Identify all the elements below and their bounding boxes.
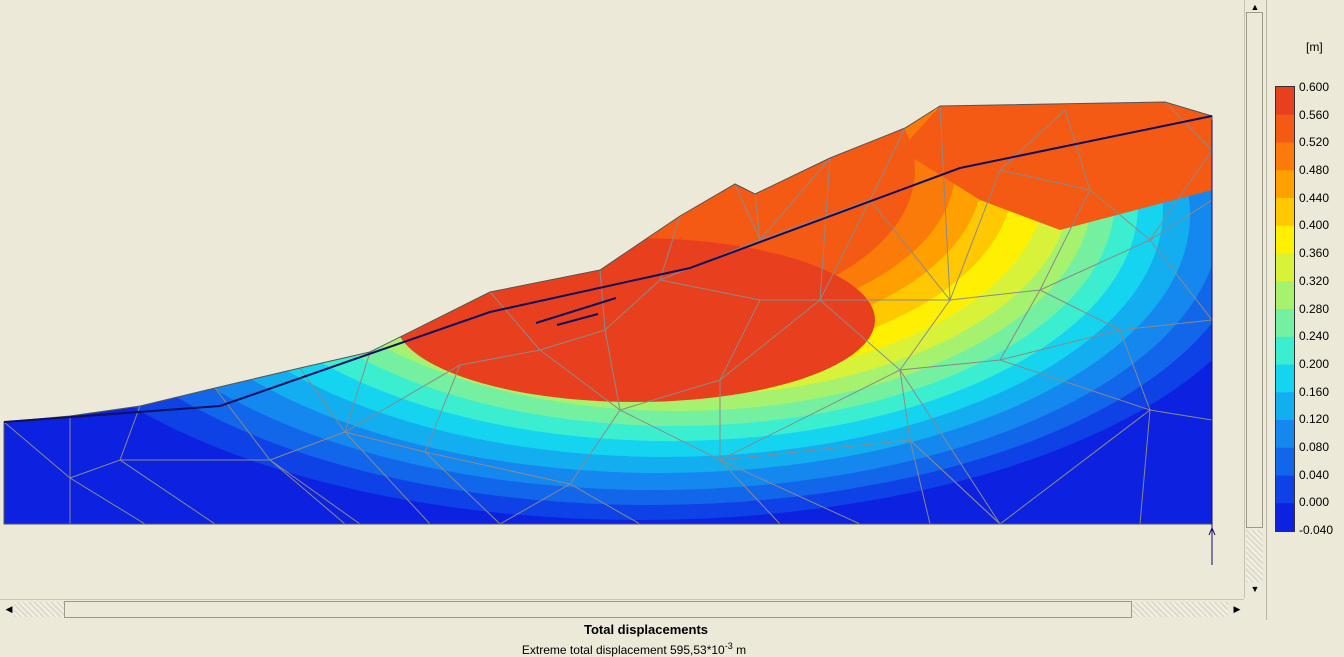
legend-swatch bbox=[1276, 225, 1294, 254]
caption-subtitle: Extreme total displacement 595,53*10-3 m bbox=[0, 641, 1268, 657]
legend-tick-label: 0.160 bbox=[1299, 384, 1330, 399]
legend-tick-label: 0.240 bbox=[1299, 329, 1330, 344]
legend-tick-label: 0.040 bbox=[1299, 467, 1330, 482]
legend-tick-label: 0.000 bbox=[1299, 495, 1330, 510]
arrow-right-icon[interactable]: ▶ bbox=[1233, 604, 1241, 614]
boundary-fixities bbox=[1208, 120, 1216, 565]
fe-mesh bbox=[4, 102, 1212, 524]
horizontal-scroll-thumb[interactable] bbox=[64, 601, 1132, 618]
caption-title: Total displacements bbox=[583, 622, 708, 637]
legend-tick-label: 0.200 bbox=[1299, 356, 1330, 371]
legend-tick-label: 0.440 bbox=[1299, 190, 1330, 205]
legend-tick-label: 0.400 bbox=[1299, 218, 1330, 233]
legend-swatch bbox=[1276, 420, 1294, 449]
vertical-scroll-thumb[interactable] bbox=[1246, 12, 1263, 528]
legend-swatch bbox=[1276, 87, 1294, 116]
legend-border bbox=[1275, 86, 1295, 532]
legend-swatch bbox=[1276, 114, 1294, 143]
caption-exponent: -3 bbox=[724, 641, 733, 651]
vertical-scrollbar[interactable]: ▲ ▼ bbox=[1244, 0, 1265, 598]
legend-tick-label: 0.120 bbox=[1299, 412, 1330, 427]
legend-swatch bbox=[1276, 447, 1294, 476]
legend-swatch bbox=[1276, 253, 1294, 282]
anchor-1 bbox=[535, 297, 617, 324]
legend-tick-label: 0.520 bbox=[1299, 135, 1330, 150]
anchor-2 bbox=[556, 313, 599, 326]
displacement-contour-plot bbox=[3, 101, 1216, 565]
arrow-up-icon[interactable]: ▲ bbox=[1250, 2, 1260, 12]
legend-unit: [m] bbox=[1306, 40, 1323, 54]
legend-tick-label: 0.080 bbox=[1299, 439, 1330, 454]
legend-swatch bbox=[1276, 281, 1294, 310]
legend-swatch bbox=[1276, 142, 1294, 171]
caption-subtitle-text: Extreme total displacement 595,53*10 bbox=[521, 643, 725, 657]
caption-unit: m bbox=[732, 643, 747, 657]
legend-tick-label: 0.360 bbox=[1299, 246, 1330, 261]
legend-swatch bbox=[1276, 503, 1294, 532]
legend-swatch bbox=[1276, 392, 1294, 421]
contour-bands bbox=[4, 102, 1212, 524]
legend-swatch bbox=[1276, 170, 1294, 199]
arrow-down-icon[interactable]: ▼ bbox=[1250, 584, 1260, 594]
legend-swatch bbox=[1276, 475, 1294, 504]
horizontal-scroll-track-right[interactable] bbox=[1132, 602, 1228, 617]
legend-tick-label: -0.040 bbox=[1299, 523, 1334, 537]
legend-swatch bbox=[1276, 309, 1294, 338]
legend-color-bar bbox=[1275, 86, 1295, 532]
legend-swatch bbox=[1276, 336, 1294, 365]
arrow-left-icon[interactable]: ◀ bbox=[5, 604, 13, 614]
legend-swatch bbox=[1276, 198, 1294, 227]
horizontal-scrollbar[interactable]: ◀ ▶ bbox=[0, 599, 1244, 619]
legend-tick-label: 0.560 bbox=[1299, 107, 1330, 122]
legend-tick-label: 0.600 bbox=[1299, 80, 1330, 94]
geotextile-line bbox=[3, 115, 1213, 423]
legend-swatch bbox=[1276, 364, 1294, 393]
legend-tick-label: 0.480 bbox=[1299, 163, 1330, 178]
horizontal-scroll-track-left[interactable] bbox=[14, 602, 64, 617]
legend-tick-label: 0.320 bbox=[1299, 273, 1330, 288]
plot-viewport[interactable] bbox=[0, 0, 1244, 600]
vertical-scroll-track[interactable] bbox=[1246, 530, 1263, 582]
legend-tick-label: 0.280 bbox=[1299, 301, 1330, 316]
